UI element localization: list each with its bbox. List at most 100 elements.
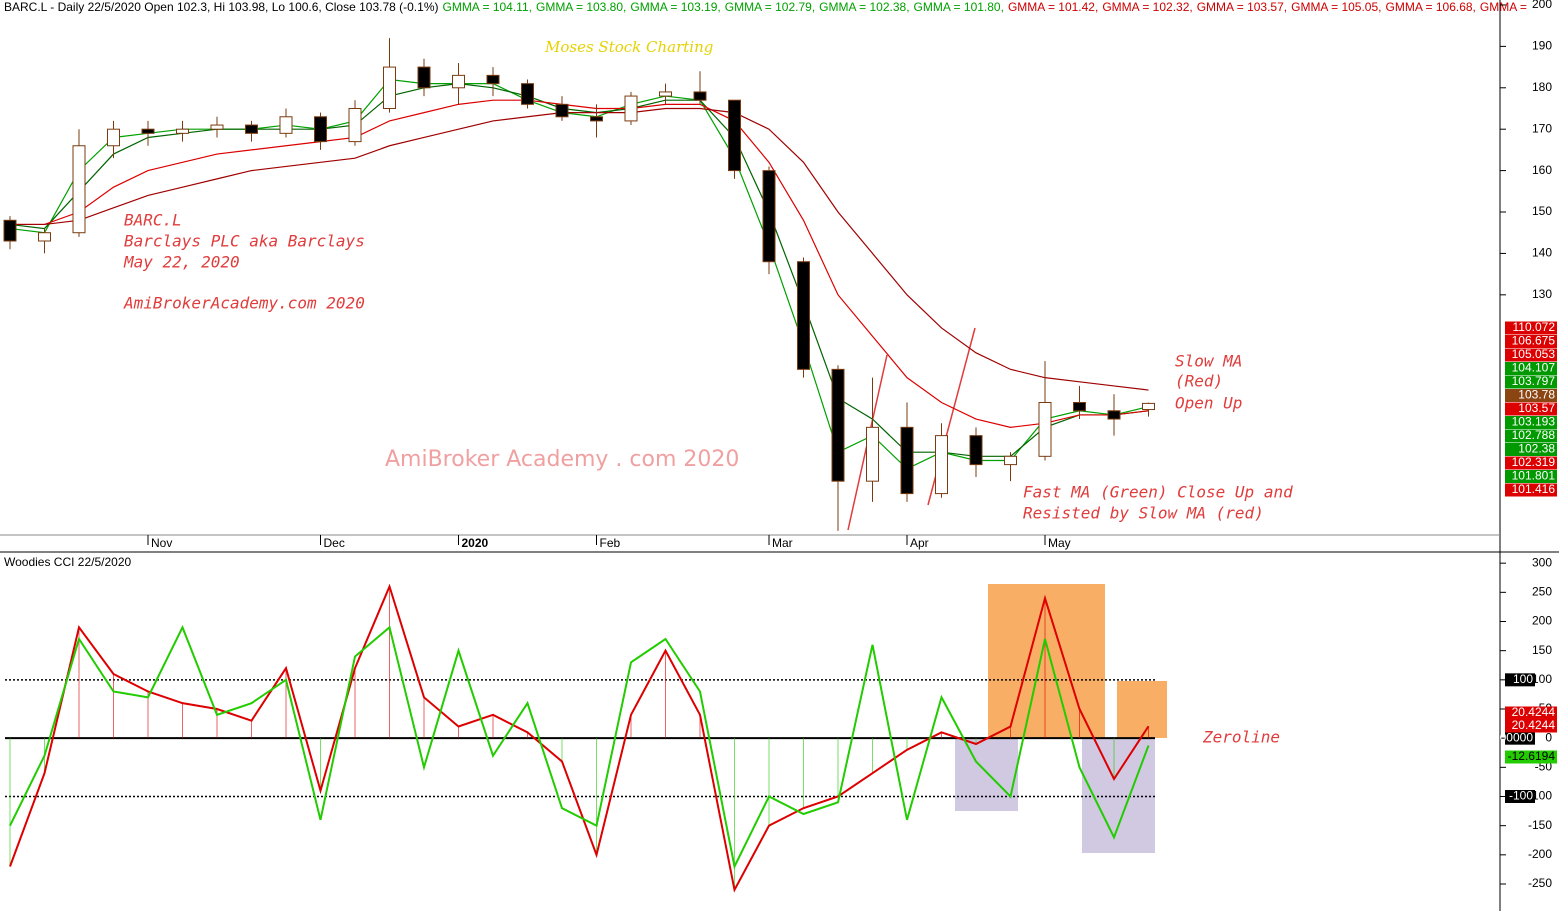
price-label: 103.57 (1518, 401, 1555, 415)
price-label: 106.675 (1512, 334, 1556, 348)
header-item: GMMA = 101.42, (1008, 0, 1098, 14)
y-tick-label: 170 (1532, 121, 1552, 135)
candle-body (1038, 401, 1052, 457)
candle-body (555, 103, 569, 118)
x-tick-label: Nov (151, 536, 172, 550)
candle-body (1004, 455, 1017, 466)
price-label: 101.416 (1512, 482, 1556, 496)
level-label: -100 (1509, 789, 1533, 803)
price-label-box (1505, 402, 1557, 416)
y-tick-label: 140 (1532, 246, 1552, 260)
price-label: 102.319 (1512, 455, 1556, 469)
header-item: GMMA = 102.79, (725, 0, 815, 14)
price-label: 103.797 (1512, 374, 1556, 388)
y-tick-label: 250 (1532, 585, 1552, 599)
annotation: AmiBroker Academy . com 2020 (385, 447, 739, 472)
price-label-box (1505, 321, 1557, 335)
candle-body (900, 426, 914, 495)
price-label: 103.78 (1518, 388, 1555, 402)
y-tick-label: 150 (1532, 204, 1552, 218)
price-label-box (1505, 375, 1557, 389)
candle-body (590, 116, 603, 122)
candle-body (279, 116, 293, 134)
candle-body (417, 66, 431, 89)
value-box (1505, 706, 1557, 720)
candle-body (1107, 410, 1121, 420)
annotation: BARC.L (124, 211, 182, 230)
candle-body (38, 232, 51, 242)
value-label: 20.4244 (1512, 705, 1556, 719)
cci-line (9, 624, 1150, 870)
price-label: 105.053 (1512, 347, 1556, 361)
y-tick-label: -250 (1528, 876, 1552, 890)
header: BARC.L - Daily 22/5/2020 Open 102.3, Hi … (4, 0, 1527, 14)
annotation: Resisted by Slow MA (red) (1023, 504, 1264, 523)
candle-body (866, 426, 879, 482)
candle-body (452, 74, 465, 89)
annotation: Fast MA (Green) Close Up and (1023, 483, 1293, 502)
highlight-box (955, 738, 1018, 811)
x-tick-label: Dec (324, 536, 345, 550)
candle-body (831, 368, 845, 482)
value-box (1505, 750, 1557, 764)
annotation: May 22, 2020 (123, 253, 240, 272)
gmma-line (10, 99, 1149, 428)
value-label: 20.4244 (1512, 718, 1556, 732)
header-item: GMMA = 105.05, (1291, 0, 1381, 14)
candle-body (624, 95, 638, 122)
candle-body (969, 435, 983, 466)
candle-body (383, 66, 396, 109)
y-tick-label: 180 (1532, 80, 1552, 94)
header-item: GMMA = 102.38, (819, 0, 909, 14)
price-label-box (1505, 456, 1557, 470)
header-item: GMMA = 103.80, (536, 0, 626, 14)
x-tick-label: Feb (600, 536, 621, 550)
annotation: Slow MA (1175, 352, 1242, 371)
candle-body (107, 128, 120, 147)
level-box (1505, 790, 1535, 803)
price-label: 104.107 (1512, 361, 1556, 375)
level-label: 0.00000 (1490, 730, 1534, 744)
value-box (1505, 719, 1557, 733)
price-label-box (1505, 416, 1557, 429)
y-tick-label: 0 (1545, 730, 1552, 744)
y-tick-label: 200 (1532, 0, 1552, 11)
candle-body (1073, 401, 1086, 412)
y-tick-label: 100 (1532, 672, 1552, 686)
level-label: 100 (1513, 672, 1533, 686)
candle-body (72, 145, 86, 234)
watermark-title: Moses Stock Charting (544, 38, 713, 56)
price-label-box (1505, 348, 1557, 362)
price-label-box (1505, 362, 1557, 375)
price-label: 103.193 (1512, 415, 1556, 429)
y-tick-label: -200 (1528, 847, 1552, 861)
y-tick-label: 130 (1532, 287, 1552, 301)
y-tick-label: 150 (1532, 643, 1552, 657)
y-tick-label: -150 (1528, 818, 1552, 832)
candle-body (348, 107, 362, 143)
candle-body (693, 91, 707, 101)
candle-body (3, 219, 17, 242)
header-item: GMMA = 103.57, (1197, 0, 1287, 14)
level-box (1505, 731, 1535, 745)
x-tick-label: Apr (910, 536, 929, 550)
candle-body (141, 128, 155, 134)
candle-body (728, 99, 741, 172)
value-label: -12.6194 (1508, 749, 1556, 763)
highlight-box (1117, 681, 1167, 738)
gmma-line (10, 107, 1149, 391)
price-label-box (1505, 429, 1557, 443)
annotation: Barclays PLC aka Barclays (124, 232, 365, 251)
price-label: 110.072 (1513, 320, 1556, 334)
header-item: GMMA = 101.80, (914, 0, 1004, 14)
y-tick-label: 200 (1532, 614, 1552, 628)
y-tick-label: 190 (1532, 39, 1552, 53)
candle-body (935, 435, 948, 495)
header-item: GMMA = 106.68, (1386, 0, 1476, 14)
gmma-line (9, 83, 1149, 457)
price-label: 102.788 (1512, 428, 1556, 442)
price-label-box (1505, 470, 1557, 483)
annotation: AmiBrokerAcademy.com 2020 (123, 294, 365, 313)
gmma-line (9, 78, 1149, 470)
